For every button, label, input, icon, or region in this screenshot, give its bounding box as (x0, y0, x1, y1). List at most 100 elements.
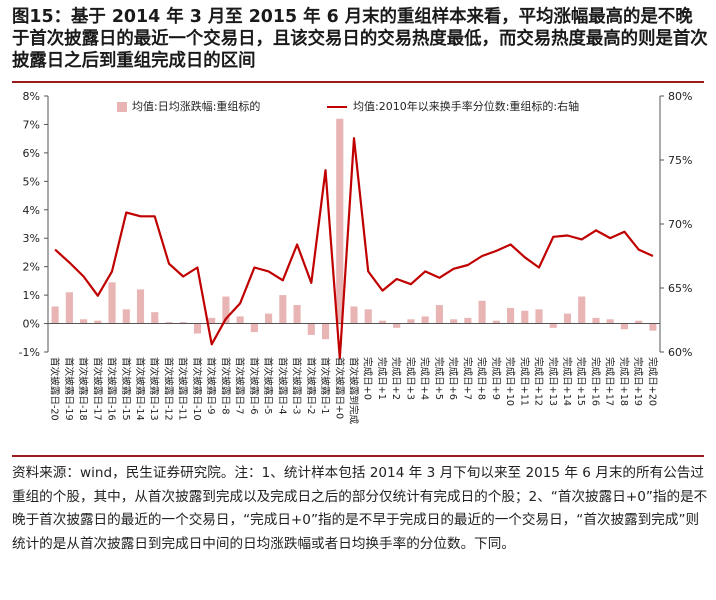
x-tick-label: 完成日+6 (447, 357, 459, 400)
bar (578, 296, 586, 324)
bar (80, 319, 88, 324)
source-note: 资料来源：wind，民生证券研究院。注：1、统计样本包括 2014 年 3 月下… (12, 465, 708, 552)
x-tick-label: 完成日+11 (518, 357, 530, 406)
bar (507, 307, 515, 324)
x-tick-label: 首次披露日-5 (262, 357, 274, 415)
x-tick-label: 首次披露日-6 (248, 357, 260, 415)
x-tick-label: 完成日+10 (504, 357, 516, 406)
left-tick-label: 0% (23, 318, 40, 331)
bar (250, 323, 258, 333)
bar (236, 316, 244, 324)
x-tick-label: 完成日+8 (476, 357, 488, 400)
bar (350, 306, 358, 324)
source-divider (12, 455, 704, 457)
bar (535, 309, 543, 324)
x-tick-label: 首次披露日-14 (134, 357, 146, 421)
left-tick-label: 2% (23, 261, 40, 274)
bar (151, 312, 159, 324)
bar (464, 317, 472, 324)
x-tick-label: 完成日+9 (490, 357, 502, 400)
bar (265, 313, 273, 324)
x-tick-label: 完成日+12 (533, 357, 545, 406)
bar (492, 320, 500, 324)
x-tick-label: 完成日+13 (547, 357, 559, 406)
bar (649, 323, 657, 331)
x-tick-label: 首次披露日-3 (291, 357, 303, 415)
figure-title: 图15：基于 2014 年 3 月至 2015 年 6 月末的重组样本来看，平均… (12, 7, 708, 71)
bar (435, 305, 443, 324)
x-tick-label: 首次披露日-12 (163, 357, 175, 421)
x-tick-label: 完成日+3 (404, 357, 416, 400)
left-tick-label: 8% (23, 90, 40, 103)
bar (592, 317, 600, 324)
right-tick-label: 65% (668, 282, 692, 295)
bar (293, 305, 301, 324)
legend-bar-swatch (117, 102, 127, 112)
bar (549, 323, 557, 328)
bar (421, 316, 429, 324)
legend: 均值:日均涨跌幅:重组标的 均值:2010年以来换手率分位数:重组标的:右轴 (117, 99, 579, 113)
bar (307, 323, 315, 335)
bar (450, 319, 458, 324)
left-tick-label: -1% (19, 346, 40, 359)
x-tick-label: 首次披露日+0 (333, 357, 345, 419)
bar (620, 323, 628, 330)
bar (563, 313, 572, 324)
line-series (54, 137, 654, 360)
bar (122, 309, 130, 324)
left-tick-label: 5% (23, 175, 40, 188)
bar (378, 320, 387, 324)
right-tick-label: 75% (668, 154, 692, 167)
right-tick-label: 80% (668, 90, 692, 103)
bar (364, 309, 372, 324)
bar (393, 323, 401, 328)
x-tick-label: 完成日+16 (590, 357, 602, 406)
bar-series (51, 118, 657, 340)
bar (478, 300, 486, 324)
left-tick-label: 6% (23, 147, 40, 160)
bar (336, 118, 344, 324)
x-tick-label: 完成日+14 (561, 357, 573, 406)
x-tick-label: 首次披露日-19 (63, 357, 75, 421)
chart-area: -1% 0% 1% 2% 3% 4% 5% 6% 7% 8% 60% 65% 70% 75% 80% 首次披露… (0, 86, 716, 454)
left-tick-label: 3% (23, 232, 40, 245)
x-tick-label: 首次披露日-2 (305, 357, 317, 415)
x-tick-label: 首次披露日-15 (120, 357, 132, 421)
bar (279, 295, 287, 324)
tick-labels: -1% 0% 1% 2% 3% 4% 5% 6% 7% 8% 60% 65% 70% 75% 80% 首次披露… (19, 90, 693, 425)
x-tick-label: 首次披露日-11 (177, 357, 189, 421)
bar (606, 319, 614, 324)
legend-line-label: 均值:2010年以来换手率分位数:重组标的:右轴 (353, 99, 579, 113)
x-tick-label: 完成日+5 (433, 357, 445, 400)
turnover-percentile-line (54, 137, 654, 360)
combo-chart: -1% 0% 1% 2% 3% 4% 5% 6% 7% 8% 60% 65% 70% 75% 80% 首次披露… (19, 90, 693, 425)
left-tick-label: 4% (23, 204, 40, 217)
bar (407, 319, 415, 324)
x-tick-label: 首次披露日-1 (319, 357, 331, 415)
bar (179, 322, 187, 324)
left-tick-label: 7% (23, 118, 40, 131)
x-tick-label: 首次披露到完成 (348, 357, 360, 425)
bar (635, 320, 643, 324)
bar (321, 323, 330, 340)
x-tick-label: 完成日+2 (390, 357, 402, 400)
bar (65, 292, 73, 324)
x-tick-label: 完成日+0 (362, 357, 374, 400)
bar (193, 323, 201, 334)
x-tick-label: 首次披露日-13 (148, 357, 160, 421)
x-tick-label: 首次披露日-8 (219, 357, 231, 415)
x-tick-label: 完成日+19 (632, 357, 644, 406)
x-tick-label: 完成日+18 (618, 357, 630, 406)
x-tick-label: 完成日+17 (604, 357, 616, 406)
x-tick-label: 首次披露日-7 (234, 357, 246, 415)
legend-bar-label: 均值:日均涨跌幅:重组标的 (132, 99, 260, 113)
left-tick-label: 1% (23, 289, 40, 302)
right-tick-label: 60% (668, 346, 692, 359)
x-tick-label: 首次披露日-16 (106, 357, 118, 421)
right-tick-label: 70% (668, 218, 692, 231)
x-tick-label: 首次披露日-10 (191, 357, 203, 421)
bar (521, 310, 529, 324)
x-tick-label: 首次披露日-18 (77, 357, 89, 421)
x-tick-label: 首次披露日-17 (91, 357, 103, 421)
bar (108, 282, 116, 324)
